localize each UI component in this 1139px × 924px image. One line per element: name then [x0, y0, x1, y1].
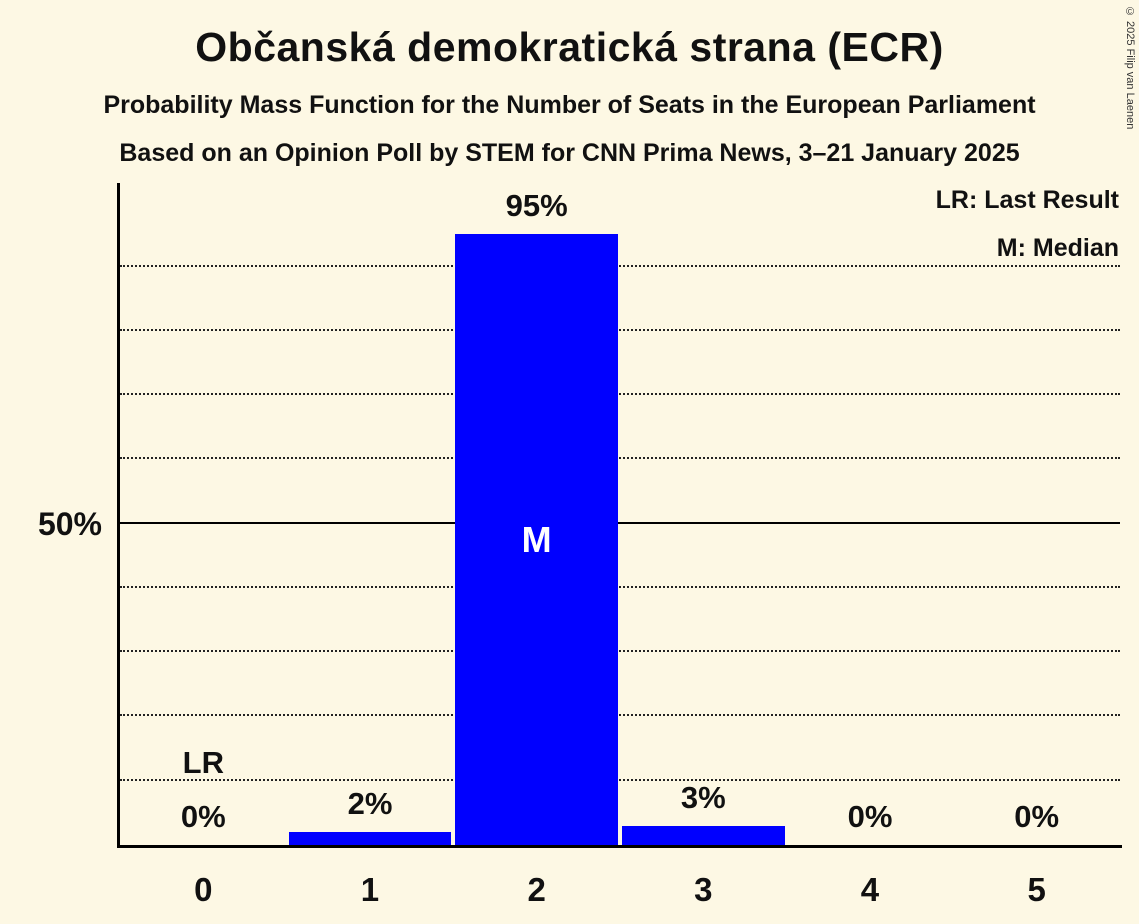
bar: [622, 825, 785, 845]
x-axis-line: [117, 845, 1122, 848]
bar-value-label: 0%: [1014, 799, 1060, 834]
gridline-dotted: [120, 585, 1120, 588]
bar: [288, 832, 452, 845]
bar-value-label: 95%: [505, 188, 568, 224]
x-tick-label: 5: [1027, 871, 1046, 908]
median-marker: M: [521, 518, 552, 560]
gridline-solid-50: [120, 521, 1120, 524]
gridline-dotted: [120, 264, 1120, 267]
y-axis-tick-label: 50%: [37, 506, 102, 542]
last-result-marker: LR: [182, 745, 224, 780]
bar-value-label: 2%: [347, 786, 393, 822]
copyright-notice: © 2025 Filip van Laenen: [1124, 6, 1136, 130]
bar-column: 0% 5: [953, 183, 1120, 908]
bar-column: 2% 1: [287, 183, 454, 908]
x-tick-label: 2: [527, 871, 546, 908]
gridline-dotted: [120, 328, 1120, 331]
chart-subtitle-1: Probability Mass Function for the Number…: [103, 91, 1036, 119]
plot-area: 0% LR 0 2% 1 M 95% 2 3% 3 0% 4 0% 5: [120, 183, 1120, 908]
bar: M: [455, 234, 618, 845]
y-axis-line: [117, 183, 120, 848]
legend-last-result: LR: Last Result: [935, 186, 1119, 214]
bar-column: 3% 3: [620, 183, 787, 908]
gridline-dotted: [120, 714, 1120, 717]
gridline-dotted: [120, 393, 1120, 396]
bar-column: 0% 4: [787, 183, 954, 908]
legend-median: M: Median: [996, 234, 1119, 262]
x-tick-label: 3: [694, 871, 713, 908]
gridline-dotted: [120, 778, 1120, 781]
bar-column: M 95% 2: [453, 183, 620, 908]
chart-title: Občanská demokratická strana (ECR): [195, 24, 944, 70]
bar-value-label: 0%: [847, 799, 893, 834]
bar-value-label: 3%: [680, 779, 726, 815]
gridline-dotted: [120, 457, 1120, 460]
x-tick-label: 4: [860, 871, 880, 908]
bar-value-label: 0%: [180, 799, 226, 834]
x-tick-label: 1: [360, 871, 380, 908]
chart-subtitle-2: Based on an Opinion Poll by STEM for CNN…: [119, 139, 1020, 167]
x-tick-label: 0: [194, 871, 213, 908]
bar-column: 0% LR 0: [120, 183, 287, 908]
gridline-dotted: [120, 650, 1120, 653]
